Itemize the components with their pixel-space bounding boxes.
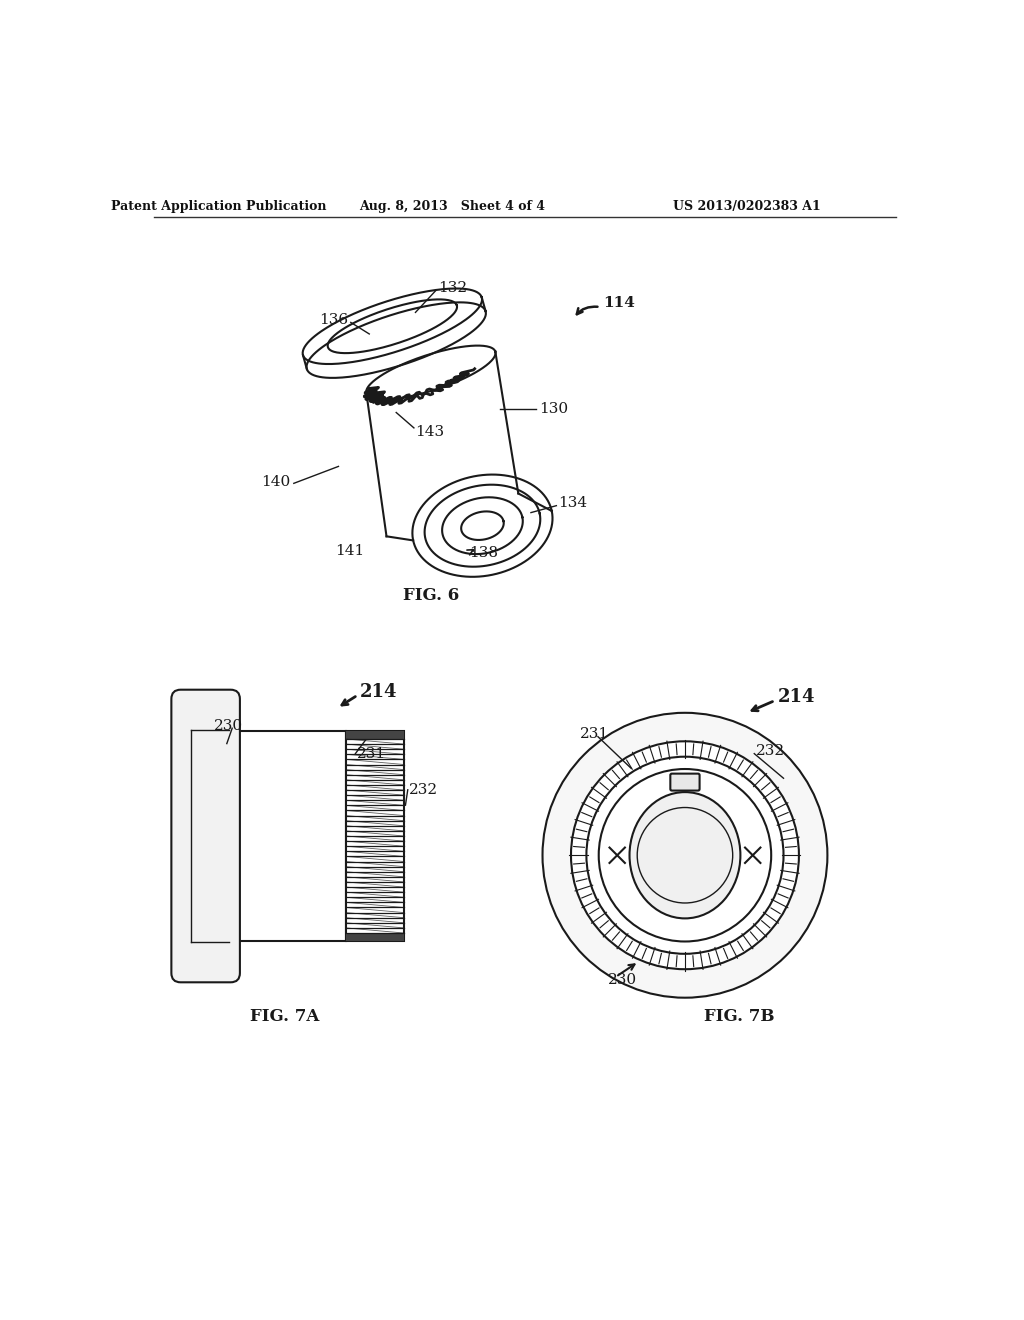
Polygon shape <box>229 731 346 941</box>
Text: 230: 230 <box>608 973 637 987</box>
Text: 231: 231 <box>580 727 608 742</box>
Text: 214: 214 <box>360 682 397 701</box>
Text: 230: 230 <box>214 719 243 733</box>
Text: 130: 130 <box>539 401 567 416</box>
Text: Patent Application Publication: Patent Application Publication <box>112 199 327 213</box>
Ellipse shape <box>587 756 783 954</box>
Text: FIG. 6: FIG. 6 <box>402 587 459 605</box>
Ellipse shape <box>630 792 740 919</box>
Text: 214: 214 <box>777 689 815 706</box>
Polygon shape <box>346 731 403 739</box>
Text: Aug. 8, 2013   Sheet 4 of 4: Aug. 8, 2013 Sheet 4 of 4 <box>359 199 546 213</box>
Text: 231: 231 <box>357 747 386 760</box>
Text: 232: 232 <box>410 783 438 797</box>
Text: 134: 134 <box>558 496 587 511</box>
Text: US 2013/0202383 A1: US 2013/0202383 A1 <box>673 199 820 213</box>
Ellipse shape <box>571 742 799 969</box>
Text: 138: 138 <box>469 546 499 561</box>
Text: 136: 136 <box>319 313 348 327</box>
Text: 114: 114 <box>603 296 635 310</box>
Ellipse shape <box>599 770 771 941</box>
Ellipse shape <box>543 713 827 998</box>
Text: 141: 141 <box>336 544 365 558</box>
Text: FIG. 7A: FIG. 7A <box>250 1008 319 1026</box>
Polygon shape <box>346 731 403 941</box>
Text: 132: 132 <box>438 281 468 294</box>
FancyBboxPatch shape <box>171 689 240 982</box>
Text: 143: 143 <box>416 425 444 438</box>
FancyBboxPatch shape <box>671 774 699 791</box>
Polygon shape <box>346 933 403 941</box>
Text: FIG. 7B: FIG. 7B <box>703 1008 774 1026</box>
Text: 232: 232 <box>756 744 785 758</box>
Text: 140: 140 <box>261 475 291 488</box>
